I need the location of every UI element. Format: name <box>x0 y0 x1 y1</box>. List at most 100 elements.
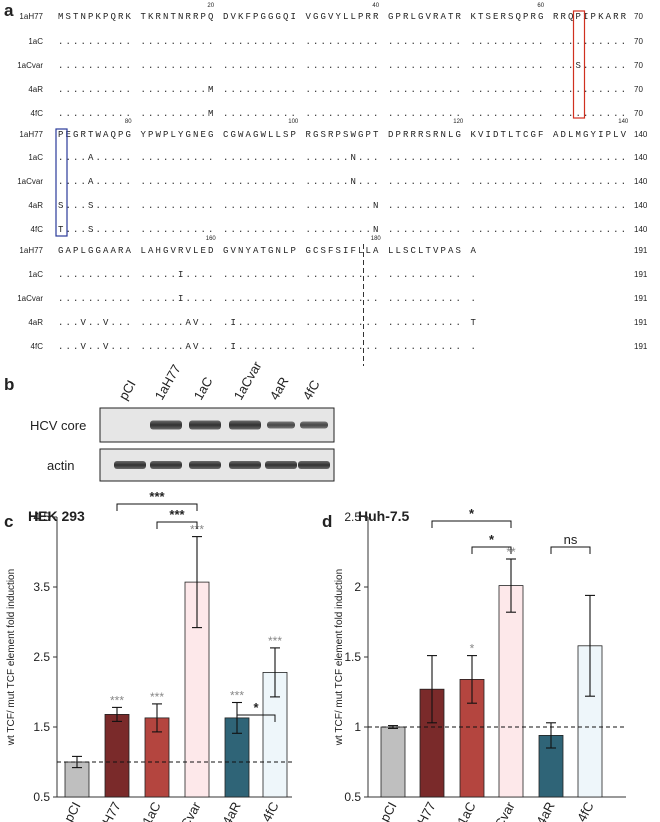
lane-label: 4fC <box>300 377 323 402</box>
y-axis-label: wt TCF/ mut TCF element fold induction <box>334 569 345 746</box>
sequence: PEGRTWAQPG YPWPLYGNEG CGWAGWLLSP RGSRPSW… <box>58 130 628 140</box>
sequence: .......... .......... .......... .......… <box>58 61 628 71</box>
x-tick-label: pCI <box>61 799 84 822</box>
comparison-label: * <box>469 506 475 521</box>
panel-label: b <box>4 375 14 394</box>
sequence-name: 4fC <box>31 342 44 351</box>
significance-star: *** <box>230 689 244 703</box>
band <box>265 461 297 469</box>
x-tick-label: 1aH77 <box>407 799 438 822</box>
bar <box>498 585 524 798</box>
sequence: .......... .......... .......... .......… <box>58 37 628 47</box>
sequence-end: 140 <box>634 201 648 210</box>
sequence: .......... .....I.... .......... .......… <box>58 294 478 304</box>
position-tick: 140 <box>618 119 629 125</box>
sequence-name: 4fC <box>31 109 44 118</box>
comparison-bracket <box>116 503 198 511</box>
panel-label: c <box>4 512 13 531</box>
comparison-bracket <box>550 546 591 554</box>
sequence-name: 1aC <box>28 153 43 162</box>
sequence-end: 191 <box>634 342 648 351</box>
sequence: T...S..... .......... .......... .......… <box>58 225 628 235</box>
sequence-name: 1aC <box>28 37 43 46</box>
x-tick-label: 4aR <box>533 799 557 822</box>
y-tick-label: 3.5 <box>33 580 50 594</box>
lane-label: 1aH77 <box>152 362 184 403</box>
bar <box>104 714 130 798</box>
significance-star: *** <box>268 634 282 648</box>
x-tick-label: 1aH77 <box>92 799 123 822</box>
error-bar <box>72 755 82 769</box>
band <box>114 461 146 469</box>
position-tick: 40 <box>372 3 379 9</box>
x-tick-label: 4fC <box>259 799 282 822</box>
sequence-name: 4fC <box>31 225 44 234</box>
lane-label: 4aR <box>267 374 292 402</box>
sequence-name: 1aCvar <box>17 61 43 70</box>
sequence-end: 140 <box>634 130 648 139</box>
position-tick: 80 <box>125 119 132 125</box>
y-axis-label: wt TCF/ mut TCF element fold induction <box>6 569 17 746</box>
sequence-name: 4aR <box>28 318 43 327</box>
sequence-end: 191 <box>634 294 648 303</box>
sequence: .......... .....I.... .......... .......… <box>58 270 478 280</box>
error-bar <box>152 703 162 733</box>
lane-label: 1aC <box>191 374 216 402</box>
significance-star: *** <box>110 693 124 707</box>
x-tick-label: 1aCvar <box>485 799 518 822</box>
y-tick-label: 0.5 <box>344 790 361 804</box>
sequence-end: 191 <box>634 270 648 279</box>
comparison-label: *** <box>149 489 165 504</box>
comparison-label: * <box>489 532 495 547</box>
error-bar <box>506 558 516 613</box>
sequence: ...V..V... ......AV.. .I........ .......… <box>58 318 478 328</box>
band <box>150 420 182 430</box>
y-tick-label: 1.5 <box>33 720 50 734</box>
comparison-bracket <box>236 714 276 722</box>
sequence-end: 191 <box>634 318 648 327</box>
comparison-label: * <box>253 700 259 715</box>
x-tick-label: 4aR <box>219 799 243 822</box>
y-tick-label: 0.5 <box>33 790 50 804</box>
lane-label: 1aCvar <box>231 358 265 402</box>
sequence-name: 1aCvar <box>17 294 43 303</box>
sequence-end: 140 <box>634 177 648 186</box>
x-tick-label: 1aC <box>454 799 478 822</box>
y-tick-label: 4.5 <box>33 510 50 524</box>
position-tick: 160 <box>206 236 217 242</box>
significance-star: *** <box>150 690 164 704</box>
significance-star: * <box>470 642 475 656</box>
error-bar <box>192 536 202 629</box>
y-tick-label: 1 <box>354 720 361 734</box>
sequence-end: 70 <box>634 85 643 94</box>
sequence-name: 1aC <box>28 270 43 279</box>
comparison-bracket <box>431 520 512 528</box>
chart-title: Huh-7.5 <box>358 508 410 524</box>
position-tick: 20 <box>207 3 214 9</box>
error-bar <box>467 655 477 704</box>
position-tick: 120 <box>453 119 464 125</box>
sequence: MSTNPKPQRK TKRNTNRRPQ DVKFPGGGQI VGGVYLL… <box>58 12 628 22</box>
sequence-name: 4aR <box>28 201 43 210</box>
y-tick-label: 1.5 <box>344 650 361 664</box>
band <box>229 461 261 469</box>
x-tick-label: 1aC <box>139 799 163 822</box>
sequence-name: 1aCvar <box>17 177 43 186</box>
band <box>189 461 221 469</box>
sequence: .......... .........M .......... .......… <box>58 109 628 119</box>
highlight-box <box>572 10 586 119</box>
error-bar <box>585 594 595 697</box>
band <box>298 461 330 469</box>
x-tick-label: pCI <box>377 799 400 822</box>
comparison-label: *** <box>169 507 185 522</box>
blot-row-label: actin <box>47 458 74 473</box>
sequence-end: 191 <box>634 246 648 255</box>
blot-row-label: HCV core <box>30 418 86 433</box>
error-bar <box>270 647 280 698</box>
y-tick-label: 2.5 <box>344 510 361 524</box>
sequence-name: 1aH77 <box>19 12 43 21</box>
position-tick: 180 <box>371 236 382 242</box>
position-tick: 60 <box>537 3 544 9</box>
error-bar <box>427 655 437 724</box>
